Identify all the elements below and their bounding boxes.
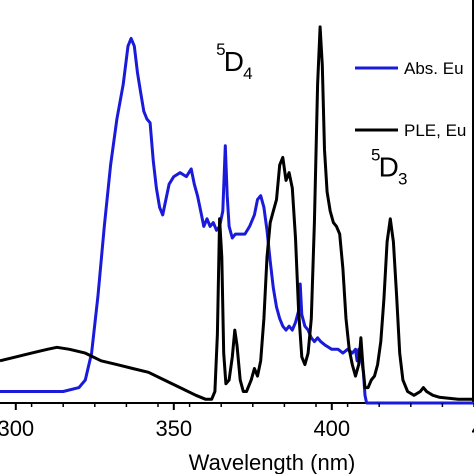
peak-label: 5D 3 xyxy=(371,146,407,189)
series-line-0 xyxy=(0,36,474,405)
x-tick-label: 450 xyxy=(471,416,474,441)
legend: Abs. Eu PLE, Eu xyxy=(355,59,466,140)
peak-label-subscript: 3 xyxy=(398,170,407,189)
peak-label-superscript: 5 xyxy=(216,40,225,59)
legend-label-1: PLE, Eu xyxy=(404,121,466,140)
series-line-1 xyxy=(0,25,474,401)
x-tick-label: 300 xyxy=(0,416,34,441)
x-tick-label: 350 xyxy=(155,416,192,441)
legend-label-0: Abs. Eu xyxy=(404,59,464,78)
peak-label-symbol: D xyxy=(379,152,399,183)
x-axis-ticks: 300 350 400 450 xyxy=(0,403,474,441)
peak-label: 5D 4 xyxy=(216,40,252,83)
x-axis-title: Wavelength (nm) xyxy=(189,450,356,474)
series-layer xyxy=(0,25,474,405)
peak-label-symbol: D xyxy=(224,46,244,77)
peak-annotations: 5D45L65D3 xyxy=(216,40,407,189)
peak-label-subscript: 4 xyxy=(243,64,252,83)
x-tick-label: 400 xyxy=(313,416,350,441)
peak-label-superscript: 5 xyxy=(371,146,380,165)
